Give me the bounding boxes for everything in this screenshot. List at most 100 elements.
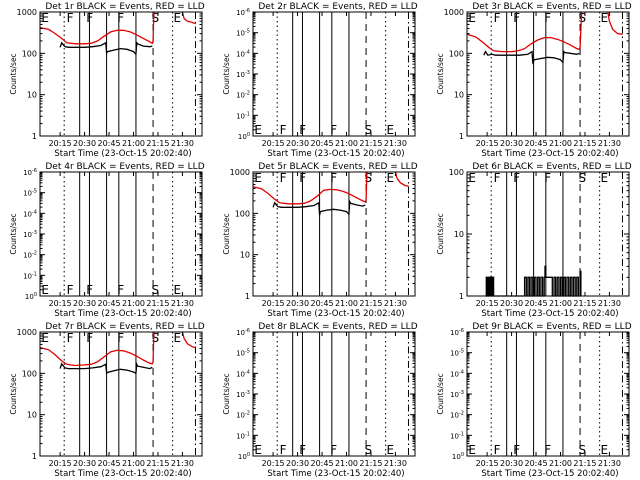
series-events (59, 41, 153, 56)
y-tick-label: 10-5 (23, 189, 37, 198)
x-tick-label: 21:00 (122, 299, 145, 308)
y-axis-label: Counts/sec (9, 213, 18, 254)
y-tick-label: 10-1 (23, 271, 37, 280)
x-tick-label: 20:45 (525, 139, 548, 148)
region-letter: S (151, 11, 159, 25)
region-letter: S (578, 171, 586, 185)
region-letter: F (67, 283, 74, 297)
y-tick-label: 1000 (444, 8, 464, 17)
region-letter: F (117, 11, 124, 25)
x-tick-label: 20:45 (311, 299, 334, 308)
y-tick-label: 10-2 (236, 91, 250, 100)
region-letter: F (494, 11, 501, 25)
x-tick-label: 21:15 (146, 459, 169, 468)
region-letter: E (386, 171, 394, 185)
region-letter: E (173, 331, 181, 345)
region-letter: E (468, 171, 476, 185)
x-axis-label: Start Time (23-Oct-15 20:02:40) (481, 309, 618, 319)
y-tick-label: 100 (25, 292, 37, 301)
y-tick-label: 10-4 (236, 49, 250, 58)
panel-title: Det 2r BLACK = Events, RED = LLD (258, 2, 417, 12)
y-tick-label: 10 (240, 251, 250, 260)
region-letter: E (173, 11, 181, 25)
region-letter: E (600, 171, 608, 185)
y-tick-label: 10-6 (236, 8, 250, 17)
x-tick-label: 21:15 (573, 139, 596, 148)
region-letter: S (578, 443, 586, 457)
x-tick-label: 21:15 (573, 459, 596, 468)
plot-frame (39, 331, 203, 457)
x-tick-label: 21:00 (549, 139, 572, 148)
x-tick-label: 20:30 (500, 459, 523, 468)
x-tick-label: 21:30 (598, 459, 621, 468)
y-tick-label: 1 (245, 292, 250, 301)
x-tick-label: 21:30 (171, 299, 194, 308)
region-letter: F (299, 123, 306, 137)
region-letter: S (364, 171, 372, 185)
region-letter: E (386, 443, 394, 457)
y-axis-label: Counts/sec (222, 213, 231, 254)
x-tick-label: 21:30 (384, 139, 407, 148)
y-axis-label: Counts/sec (436, 213, 445, 254)
y-tick-label: 1 (459, 292, 464, 301)
x-tick-label: 20:45 (98, 139, 121, 148)
series-lld-tail (394, 171, 409, 187)
x-tick-label: 20:30 (286, 299, 309, 308)
x-axis-label: Start Time (23-Oct-15 20:02:40) (267, 469, 404, 479)
x-tick-label: 21:30 (171, 139, 194, 148)
y-axis-label: Counts/sec (222, 373, 231, 414)
region-letter: F (330, 123, 337, 137)
x-tick-label: 21:00 (122, 139, 145, 148)
x-tick-label: 21:00 (335, 299, 358, 308)
x-tick-label: 20:45 (311, 459, 334, 468)
region-letter: E (254, 171, 262, 185)
x-tick-label: 20:15 (262, 299, 285, 308)
x-tick-label: 21:00 (335, 459, 358, 468)
region-letter: F (544, 11, 551, 25)
x-axis-label: Start Time (23-Oct-15 20:02:40) (481, 149, 618, 159)
y-tick-label: 1000 (17, 8, 37, 17)
region-letter: E (468, 11, 476, 25)
x-tick-label: 21:00 (122, 459, 145, 468)
region-letter: E (468, 443, 476, 457)
region-letter: E (254, 443, 262, 457)
y-axis-label: Counts/sec (222, 53, 231, 94)
x-axis-label: Start Time (23-Oct-15 20:02:40) (267, 149, 404, 159)
y-tick-label: 10-4 (23, 209, 37, 218)
region-letter: F (513, 443, 520, 457)
x-axis-label: Start Time (23-Oct-15 20:02:40) (54, 309, 191, 319)
panel-title: Det 5r BLACK = Events, RED = LLD (258, 162, 417, 172)
region-letter: S (151, 331, 159, 345)
x-tick-label: 21:15 (359, 139, 382, 148)
y-tick-label: 10-6 (23, 168, 37, 177)
x-axis-label: Start Time (23-Oct-15 20:02:40) (267, 309, 404, 319)
series-lld (39, 11, 155, 45)
panel-title: Det 9r BLACK = Events, RED = LLD (472, 322, 631, 332)
y-tick-label: 10-3 (236, 70, 250, 79)
x-tick-label: 20:15 (262, 139, 285, 148)
y-tick-label: 10-6 (236, 328, 250, 337)
x-tick-label: 20:45 (98, 459, 121, 468)
region-letter: F (330, 171, 337, 185)
region-letter: F (513, 171, 520, 185)
y-tick-label: 100 (238, 132, 250, 141)
y-tick-label: 10-3 (23, 230, 37, 239)
x-tick-label: 20:45 (525, 299, 548, 308)
region-letter: F (299, 443, 306, 457)
region-letter: S (578, 11, 586, 25)
region-letter: S (364, 123, 372, 137)
y-tick-label: 10-3 (450, 390, 464, 399)
y-tick-label: 10-2 (450, 411, 464, 420)
x-tick-label: 20:15 (49, 459, 72, 468)
region-letter: F (117, 331, 124, 345)
y-tick-label: 100 (235, 209, 250, 218)
y-tick-label: 10-5 (450, 349, 464, 358)
x-tick-label: 20:30 (73, 459, 96, 468)
